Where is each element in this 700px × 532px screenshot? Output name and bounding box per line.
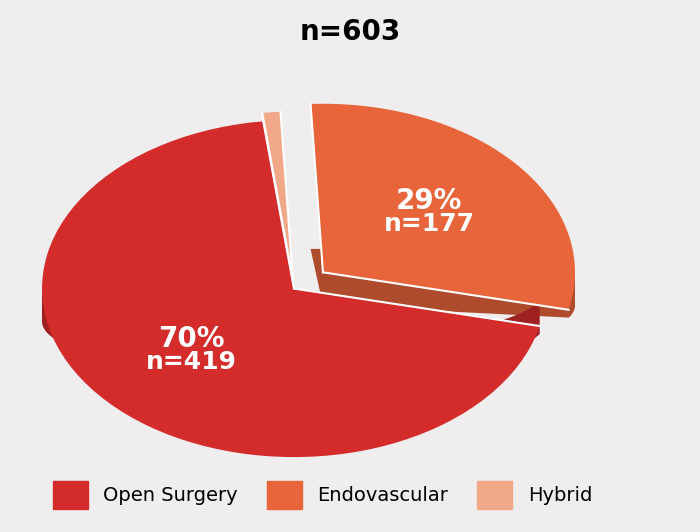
Polygon shape: [305, 336, 323, 369]
Polygon shape: [71, 272, 335, 361]
Polygon shape: [311, 249, 575, 318]
Polygon shape: [42, 288, 540, 378]
Text: n=603: n=603: [300, 18, 400, 46]
Text: n=419: n=419: [146, 351, 237, 375]
Text: 29%: 29%: [396, 187, 462, 215]
Polygon shape: [42, 265, 540, 378]
Polygon shape: [262, 257, 293, 313]
Polygon shape: [311, 104, 575, 310]
Legend: Open Surgery, Endovascular, Hybrid: Open Surgery, Endovascular, Hybrid: [45, 473, 600, 516]
Text: n=177: n=177: [384, 212, 475, 236]
Polygon shape: [568, 272, 575, 318]
Polygon shape: [262, 112, 293, 280]
Polygon shape: [42, 121, 540, 457]
Text: 70%: 70%: [158, 325, 225, 353]
